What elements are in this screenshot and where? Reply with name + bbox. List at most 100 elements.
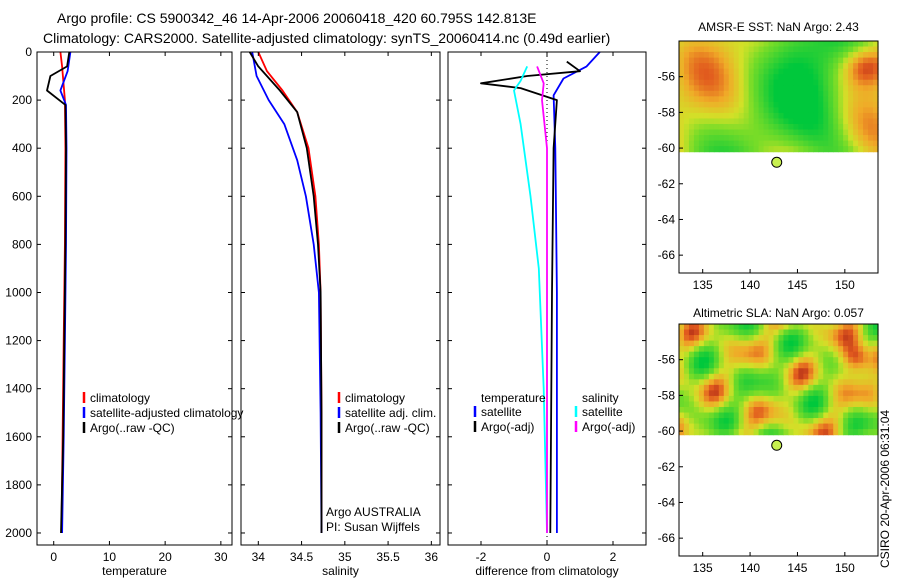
- map-cell: [748, 112, 755, 120]
- map-cell: [858, 412, 864, 419]
- map-cell: [778, 362, 785, 369]
- map-cell: [853, 373, 859, 380]
- map-cell: [753, 423, 760, 430]
- map-cell: [743, 135, 750, 142]
- map-cell: [758, 357, 765, 364]
- map-cell: [768, 101, 775, 108]
- map-cell: [873, 412, 879, 419]
- map-cell: [803, 373, 809, 380]
- map-cell: [753, 112, 760, 120]
- map-cell: [683, 135, 690, 142]
- map-cell: [833, 63, 839, 70]
- map-cell: [748, 101, 755, 108]
- map-cell: [828, 346, 834, 353]
- map-cell: [679, 46, 685, 53]
- map-cell: [813, 112, 819, 120]
- map-cell: [843, 335, 849, 342]
- map-cell: [748, 346, 755, 353]
- map-cell: [753, 74, 760, 81]
- map-cell: [703, 112, 710, 120]
- map-cell: [778, 401, 785, 408]
- map-cell: [718, 379, 725, 386]
- map-cell: [873, 79, 879, 86]
- map-cell: [728, 107, 735, 114]
- map-cell: [718, 74, 725, 81]
- map-cell: [718, 57, 725, 64]
- map-cell: [858, 112, 864, 120]
- map-cell: [873, 395, 879, 403]
- x-tick-label: 34: [252, 550, 266, 564]
- map-cell: [828, 324, 834, 331]
- map-cell: [818, 429, 824, 436]
- map-cell: [788, 379, 795, 386]
- map-cell: [838, 346, 844, 353]
- map-cell: [718, 123, 725, 131]
- map-cell: [808, 395, 814, 403]
- map-cell: [738, 384, 745, 391]
- map-cell: [738, 357, 745, 364]
- map-cell: [778, 63, 785, 70]
- map-cell: [783, 96, 790, 103]
- map-cell: [763, 146, 770, 153]
- map-cell: [823, 329, 829, 336]
- map-cell: [803, 46, 809, 53]
- map-cell: [853, 390, 859, 397]
- map-cell: [863, 46, 869, 53]
- map-cell: [688, 357, 695, 364]
- map-cell: [798, 401, 804, 408]
- map-cell: [683, 85, 690, 92]
- map-cell: [763, 112, 770, 120]
- map-cell: [793, 340, 799, 347]
- map-cell: [808, 406, 814, 414]
- map-cell: [858, 140, 864, 147]
- legend-salinity-title: salinity: [582, 391, 619, 405]
- map-cell: [813, 118, 819, 125]
- map-cell: [778, 329, 785, 336]
- map-cell: [788, 395, 795, 403]
- map-cell: [803, 90, 809, 97]
- map-cell: [738, 390, 745, 397]
- map-cell: [858, 79, 864, 86]
- map-cell: [873, 41, 879, 48]
- map-cell: [718, 96, 725, 103]
- map-cell: [853, 146, 859, 153]
- map-cell: [758, 90, 765, 97]
- map-cell: [688, 52, 695, 59]
- map-cell: [788, 401, 795, 408]
- map-cell: [848, 90, 854, 97]
- map-cell: [838, 107, 844, 114]
- map-cell: [808, 324, 814, 331]
- map-y-tick-label: -56: [658, 353, 676, 367]
- map-cell: [783, 418, 790, 425]
- map-cell: [833, 112, 839, 120]
- map-cell: [788, 340, 795, 347]
- map-cell: [833, 135, 839, 142]
- map-cell: [803, 401, 809, 408]
- map-cell: [823, 346, 829, 353]
- map-cell: [833, 429, 839, 436]
- map-cell: [708, 146, 715, 153]
- map-cell: [679, 63, 685, 70]
- map-cell: [818, 85, 824, 92]
- map-cell: [733, 362, 740, 369]
- map-cell: [683, 41, 690, 48]
- map-cell: [838, 357, 844, 364]
- map-cell: [703, 129, 710, 136]
- map-cell: [778, 46, 785, 53]
- map-cell: [828, 118, 834, 125]
- map-cell: [713, 107, 720, 114]
- map-cell: [833, 146, 839, 153]
- map-cell: [698, 346, 705, 353]
- map-cell: [783, 423, 790, 430]
- map-cell: [693, 123, 700, 131]
- map-cell: [698, 384, 705, 391]
- map-cell: [763, 52, 770, 59]
- map-cell: [748, 384, 755, 391]
- map-cell: [703, 373, 710, 380]
- map-cell: [763, 107, 770, 114]
- map-cell: [768, 112, 775, 120]
- map-cell: [768, 362, 775, 369]
- map-cell: [698, 418, 705, 425]
- map-cell: [798, 418, 804, 425]
- map-cell: [798, 406, 804, 414]
